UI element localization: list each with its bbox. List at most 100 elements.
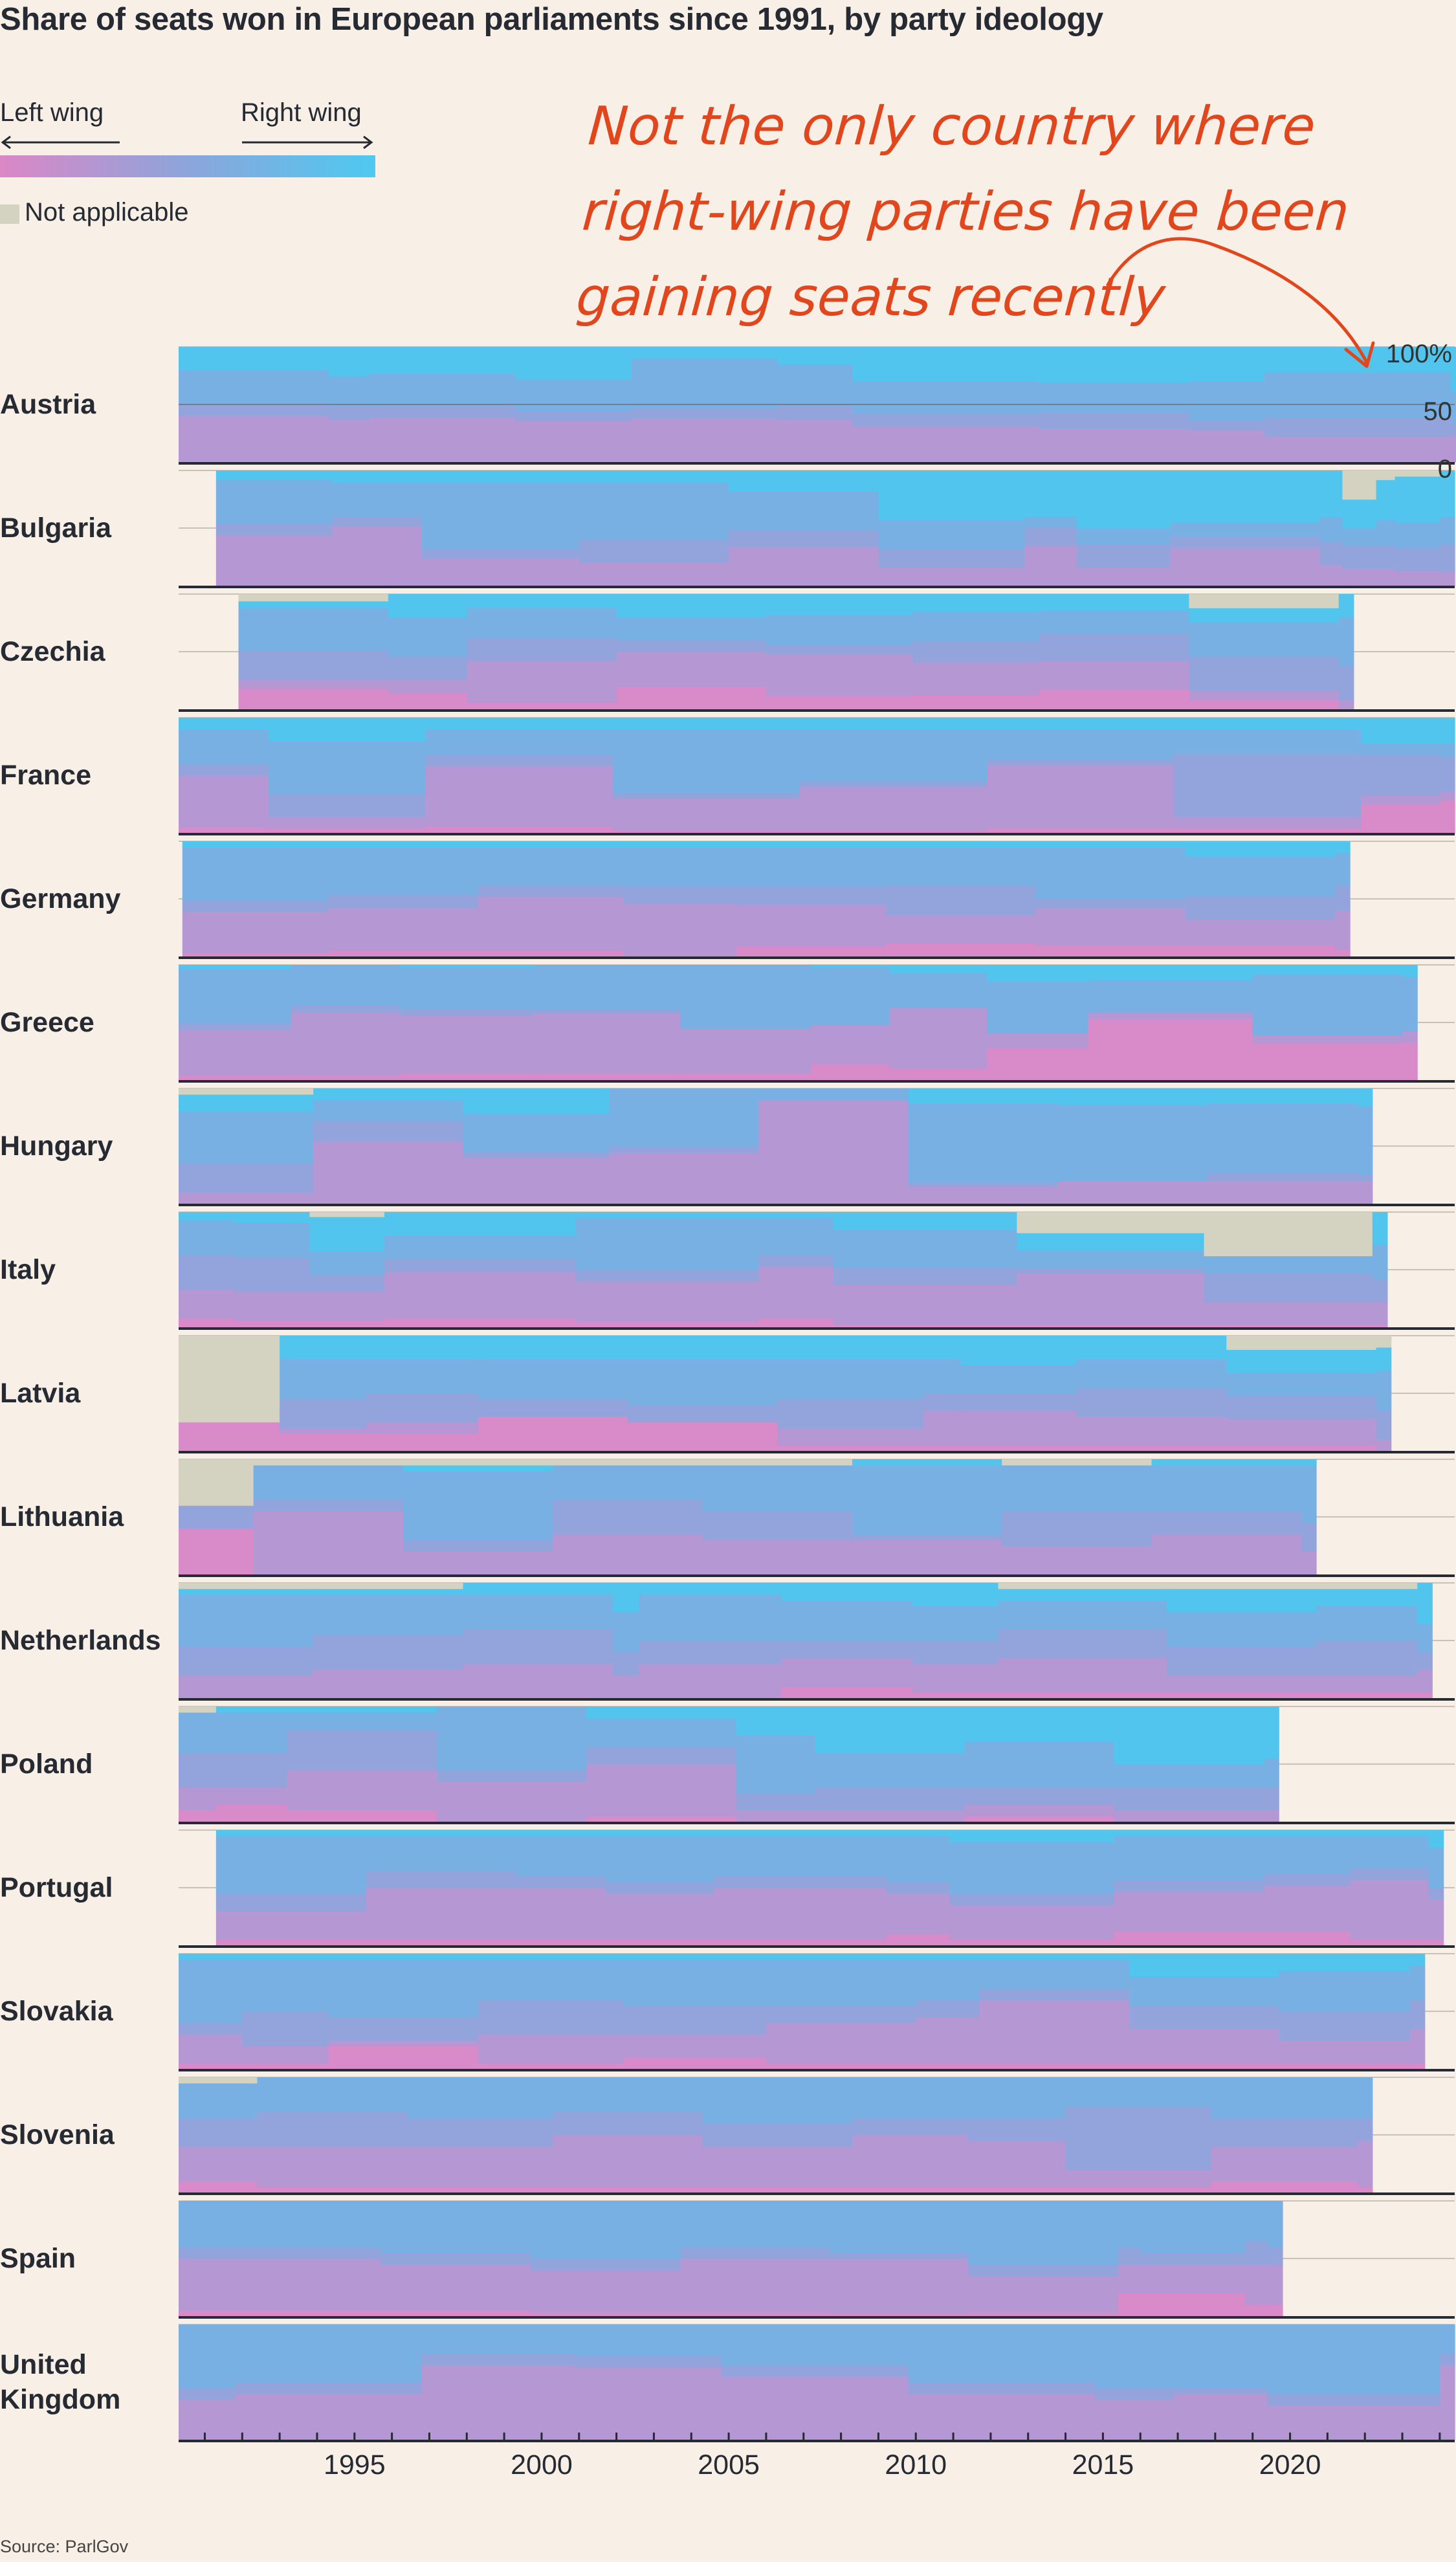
band-right-poland bbox=[736, 1706, 815, 1736]
band-centre-right-poland bbox=[586, 1717, 737, 1747]
band-centre-left-portugal bbox=[1350, 1879, 1429, 1940]
band-centre-france bbox=[179, 764, 269, 776]
band-centre-poland bbox=[179, 1752, 217, 1788]
band-centre-right-slovenia bbox=[179, 2082, 258, 2118]
band-centre-left-czechia bbox=[1189, 690, 1340, 701]
band-centre-left-italy bbox=[1017, 1273, 1205, 1326]
band-centre-right-greece bbox=[679, 965, 811, 1029]
band-right-germany bbox=[478, 841, 624, 848]
band-centre-right-lithuania bbox=[1301, 1464, 1317, 1523]
band-left-slovenia bbox=[553, 2187, 703, 2193]
band-centre-czechia bbox=[1338, 665, 1354, 701]
band-centre-right-lithuania bbox=[852, 1464, 1002, 1535]
band-centre-hungary bbox=[313, 1120, 464, 1142]
band-centre-left-germany bbox=[1035, 908, 1186, 945]
band-centre-right-france bbox=[179, 729, 269, 764]
band-centre-right-portugal bbox=[713, 1835, 887, 1877]
band-centre-right-bulgaria bbox=[1342, 528, 1377, 546]
band-right-netherlands bbox=[1417, 1583, 1433, 1624]
band-centre-left-portugal bbox=[949, 1905, 1115, 1940]
band-left-germany bbox=[1185, 945, 1336, 957]
band-centre-left-lithuania bbox=[1151, 1534, 1302, 1575]
band-centre-right-slovenia bbox=[968, 2077, 1066, 2118]
country-name: Poland bbox=[0, 1749, 93, 1780]
band-centre-slovakia bbox=[478, 2000, 624, 2035]
band-right-czechia bbox=[238, 601, 389, 608]
band-left-france bbox=[268, 828, 426, 834]
band-centre-netherlands bbox=[639, 1640, 782, 1664]
band-centre-slovenia bbox=[257, 2112, 408, 2147]
band-not-applicable-lithuania bbox=[1002, 1459, 1153, 1466]
band-right-netherlands bbox=[1166, 1588, 1317, 1613]
band-right-bulgaria bbox=[421, 470, 580, 483]
band-centre-right-poland bbox=[179, 1712, 217, 1753]
band-left-italy bbox=[179, 1318, 236, 1328]
band-right-czechia bbox=[1189, 608, 1340, 623]
band-right-austria bbox=[631, 347, 778, 359]
band-centre-right-greece bbox=[179, 968, 292, 1023]
band-centre-portugal bbox=[1350, 1868, 1429, 1881]
band-left-italy bbox=[234, 1320, 311, 1328]
band-centre-right-greece bbox=[291, 965, 400, 1006]
band-left-spain bbox=[679, 2312, 830, 2317]
band-centre-left-france bbox=[1361, 795, 1440, 805]
country-name: Slovenia bbox=[0, 2119, 115, 2150]
band-centre-spain bbox=[1118, 2247, 1141, 2265]
band-centre-left-poland bbox=[815, 1810, 965, 1822]
band-centre-france bbox=[1174, 753, 1362, 817]
band-centre-right-united-kingdom bbox=[421, 2325, 576, 2354]
band-centre-left-poland bbox=[736, 1810, 815, 1822]
band-centre-left-slovenia bbox=[179, 2146, 258, 2181]
band-centre-bulgaria bbox=[878, 549, 1025, 568]
band-centre-left-germany bbox=[328, 908, 479, 951]
band-centre-left-greece bbox=[889, 1007, 987, 1069]
band-centre-bulgaria bbox=[729, 530, 879, 547]
band-centre-right-bulgaria bbox=[1076, 528, 1171, 545]
country-name: Greece bbox=[0, 1007, 94, 1038]
band-centre-left-latvia bbox=[1226, 1419, 1377, 1446]
band-centre-left-france bbox=[987, 764, 1175, 829]
band-centre-france bbox=[987, 759, 1175, 766]
band-centre-france bbox=[612, 792, 800, 799]
band-centre-austria bbox=[328, 405, 370, 420]
band-right-italy bbox=[309, 1217, 385, 1252]
band-centre-left-netherlands bbox=[1166, 1675, 1317, 1693]
band-centre-left-netherlands bbox=[612, 1675, 639, 1699]
band-left-france bbox=[1174, 828, 1362, 834]
band-right-latvia bbox=[1376, 1347, 1392, 1371]
band-centre-left-spain bbox=[381, 2264, 531, 2311]
band-centre-lithuania bbox=[1301, 1522, 1317, 1552]
band-centre-left-france bbox=[799, 786, 987, 832]
band-centre-slovenia bbox=[852, 2117, 969, 2136]
band-right-austria bbox=[515, 347, 632, 380]
band-left-greece bbox=[987, 1048, 1088, 1081]
country-name: United bbox=[0, 2349, 87, 2380]
band-right-germany bbox=[182, 841, 329, 848]
band-centre-left-france bbox=[1439, 791, 1455, 801]
band-right-italy bbox=[1372, 1212, 1388, 1245]
band-left-germany bbox=[1334, 949, 1351, 957]
band-left-spain bbox=[1140, 2293, 1246, 2317]
band-centre-greece bbox=[399, 1008, 535, 1016]
band-centre-left-greece bbox=[179, 1029, 292, 1076]
band-right-bulgaria bbox=[1024, 470, 1077, 517]
country-name: Czechia bbox=[0, 636, 106, 667]
band-centre-austria bbox=[1039, 412, 1190, 429]
band-centre-right-poland bbox=[287, 1712, 437, 1730]
band-centre-germany bbox=[478, 885, 624, 898]
band-centre-netherlands bbox=[1316, 1640, 1418, 1675]
band-centre-left-poland bbox=[437, 1781, 587, 1822]
band-right-germany bbox=[736, 841, 887, 848]
band-centre-left-bulgaria bbox=[1076, 567, 1171, 586]
band-left-slovakia bbox=[1129, 2063, 1279, 2070]
band-centre-latvia bbox=[366, 1393, 479, 1423]
band-centre-france bbox=[1361, 754, 1440, 795]
band-left-slovenia bbox=[1357, 2187, 1373, 2193]
y-tick-label: 0 bbox=[1438, 455, 1452, 483]
band-centre-right-spain bbox=[1140, 2201, 1246, 2253]
band-not-applicable-bulgaria bbox=[1342, 470, 1377, 500]
band-right-netherlands bbox=[1316, 1588, 1418, 1607]
band-centre-italy bbox=[1372, 1279, 1388, 1303]
band-centre-right-slovakia bbox=[478, 1959, 624, 2000]
band-centre-bulgaria bbox=[1376, 545, 1396, 569]
